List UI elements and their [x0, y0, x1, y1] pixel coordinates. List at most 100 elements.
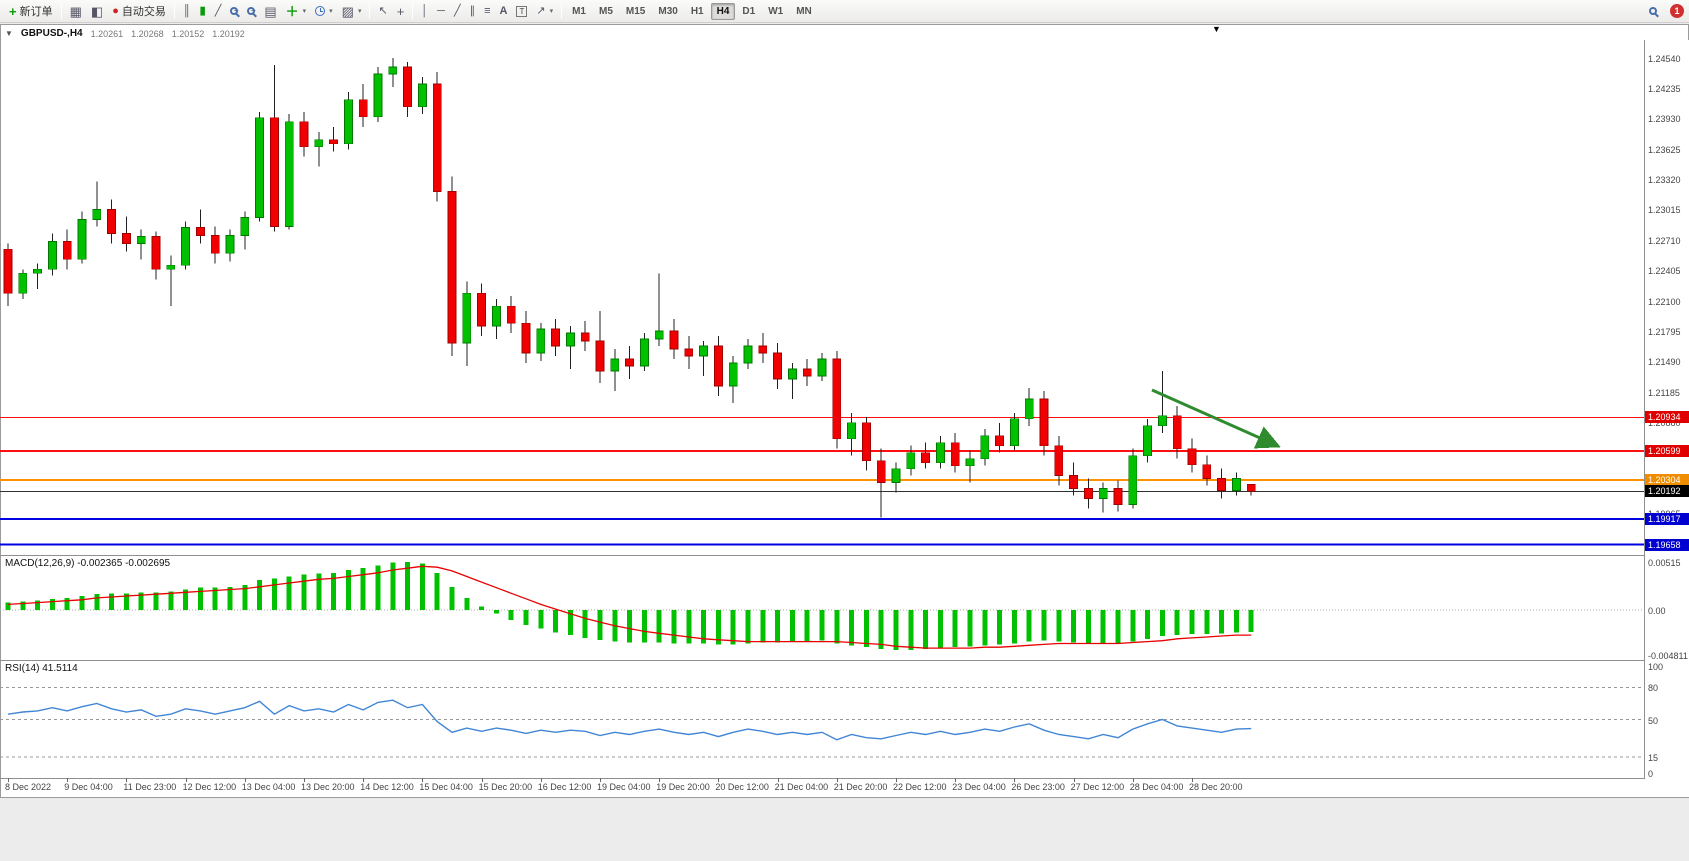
- macd-indicator-canvas[interactable]: [0, 556, 1644, 660]
- ohlc-low: 1.20152: [171, 28, 205, 39]
- time-axis-label: 13 Dec 04:00: [241, 782, 296, 792]
- price-chart-canvas[interactable]: [0, 40, 1644, 555]
- new-order-button[interactable]: + 新订单: [5, 1, 57, 21]
- crosshair-icon: +: [396, 3, 405, 19]
- panel-separator[interactable]: [0, 555, 1689, 556]
- timeframe-button-d1[interactable]: D1: [742, 5, 756, 17]
- auto-trading-button[interactable]: ● 自动交易: [108, 1, 170, 21]
- price-axis-label: 1.22405: [1648, 266, 1681, 277]
- timeframe-button-h1[interactable]: H1: [690, 5, 704, 17]
- rsi-axis-label: 100: [1648, 662, 1664, 672]
- time-axis-tick: [955, 778, 957, 782]
- panel-separator: [0, 778, 1689, 779]
- panel-separator[interactable]: [0, 660, 1689, 661]
- price-axis-label: 1.24235: [1648, 83, 1681, 94]
- periods-button[interactable]: ▾: [311, 1, 337, 21]
- price-axis-label: 1.22100: [1648, 296, 1681, 307]
- time-axis[interactable]: 8 Dec 2022 9 Dec 04:00 11 Dec 23:00 12 Dec …: [0, 778, 1689, 797]
- time-axis-label: 28 Dec 20:00: [1189, 782, 1243, 792]
- channel-tool-button[interactable]: ∥: [466, 1, 480, 21]
- timeframe-button-m15[interactable]: M15: [625, 5, 646, 17]
- time-axis-label: 21 Dec 20:00: [833, 782, 888, 792]
- line-chart-icon: ╱: [214, 4, 222, 17]
- dropdown-arrow-icon: ▾: [549, 8, 554, 15]
- time-axis-label: 26 Dec 23:00: [1011, 782, 1065, 792]
- bar-chart-icon: ║: [182, 4, 191, 17]
- rsi-axis-label: 15: [1648, 752, 1659, 763]
- time-axis-tick: [718, 778, 720, 782]
- zoom-in-button[interactable]: +: [226, 1, 242, 21]
- arrows-icon: ↗: [536, 4, 546, 17]
- dropdown-arrow-icon: ▾: [357, 8, 362, 15]
- rsi-indicator-label: RSI(14) 41.5114: [5, 663, 78, 674]
- price-axis-label: 1.22710: [1648, 235, 1681, 246]
- arrows-tool-button[interactable]: ↗ ▾: [532, 1, 557, 21]
- dropdown-arrow-icon: ▾: [329, 8, 333, 15]
- search-button[interactable]: [1645, 1, 1661, 21]
- toolbar-separator: [173, 3, 175, 19]
- macd-axis-label: 0.00: [1648, 606, 1666, 616]
- templates-icon: ▨: [341, 3, 354, 19]
- toolbar-separator: [60, 3, 62, 19]
- time-axis-tick: [600, 778, 601, 782]
- time-axis-label: 14 Dec 12:00: [360, 782, 414, 792]
- text-label-tool-button[interactable]: T: [512, 1, 531, 21]
- price-tag: 1.19658: [1645, 538, 1689, 551]
- vertical-line-tool-button[interactable]: │: [417, 1, 432, 21]
- price-axis-label: 1.24540: [1648, 53, 1681, 64]
- price-axis[interactable]: 1.24540 1.24235 1.23930 1.23625 1.23320 1.230…: [1645, 40, 1689, 797]
- timeframe-button-m30[interactable]: M30: [658, 5, 678, 17]
- rsi-indicator-canvas[interactable]: [0, 661, 1644, 778]
- price-axis-label: 1.23015: [1648, 205, 1681, 216]
- zoom-in-icon: +: [230, 6, 239, 15]
- profiles-icon: ◧: [90, 3, 104, 19]
- chart-shift-marker[interactable]: ▼: [1212, 24, 1221, 34]
- fibonacci-icon: ≡: [484, 4, 491, 17]
- candlestick-chart-button[interactable]: ▮: [196, 1, 210, 21]
- time-axis-tick: [8, 778, 9, 782]
- time-axis-tick: [185, 778, 187, 782]
- rsi-axis-label: 80: [1648, 683, 1659, 694]
- time-axis-tick: [1192, 778, 1193, 782]
- new-order-label: 新订单: [19, 6, 53, 18]
- time-axis-label: 11 Dec 23:00: [123, 782, 177, 792]
- crosshair-tool-button[interactable]: +: [393, 1, 409, 21]
- new-order-plus-icon: +: [9, 3, 17, 19]
- ohlc-high: 1.20268: [131, 28, 164, 39]
- price-tag: 1.19917: [1645, 512, 1689, 525]
- search-icon: [1649, 7, 1657, 15]
- toolbar-separator: [412, 3, 414, 19]
- horizontal-line-tool-button[interactable]: ─: [433, 1, 449, 21]
- profiles-button[interactable]: ◧: [87, 1, 107, 21]
- cursor-tool-button[interactable]: ↖: [374, 1, 391, 21]
- fibonacci-tool-button[interactable]: ≡: [480, 1, 494, 21]
- time-axis-tick: [777, 778, 779, 782]
- timeframe-button-h4[interactable]: H4: [710, 2, 736, 20]
- indicators-button[interactable]: ＋ ▾: [282, 1, 311, 21]
- zoom-out-button[interactable]: −: [243, 1, 259, 21]
- line-chart-button[interactable]: ╱: [211, 1, 226, 21]
- charts-button[interactable]: ▦: [66, 1, 86, 21]
- timeframe-button-m5[interactable]: M5: [599, 5, 613, 17]
- timeframe-button-w1[interactable]: W1: [768, 5, 784, 17]
- notification-badge[interactable]: 1: [1670, 4, 1684, 18]
- price-axis-label: 1.21185: [1648, 387, 1680, 398]
- text-label-icon: T: [516, 5, 528, 17]
- tile-windows-icon: ▤: [264, 3, 277, 19]
- bar-chart-button[interactable]: ║: [179, 1, 195, 21]
- time-axis-tick: [1073, 778, 1075, 782]
- text-tool-button[interactable]: A: [496, 1, 512, 21]
- templates-button[interactable]: ▨ ▾: [338, 1, 366, 21]
- time-axis-label: 16 Dec 12:00: [537, 782, 592, 792]
- macd-axis-label: -0.004811: [1648, 650, 1688, 661]
- timeframe-button-m1[interactable]: M1: [572, 5, 586, 17]
- time-axis-label: 13 Dec 20:00: [301, 782, 355, 792]
- trendline-tool-button[interactable]: ╱: [450, 1, 465, 21]
- timeframe-button-mn[interactable]: MN: [796, 5, 812, 17]
- time-axis-label: 8 Dec 2022: [5, 782, 52, 792]
- tile-windows-button[interactable]: ▤: [260, 1, 280, 21]
- price-tag: 1.20192: [1645, 485, 1689, 498]
- auto-trading-label: 自动交易: [121, 6, 166, 18]
- one-click-trading-toggle-icon[interactable]: ▼: [5, 29, 13, 38]
- time-axis-label: 9 Dec 04:00: [64, 782, 113, 792]
